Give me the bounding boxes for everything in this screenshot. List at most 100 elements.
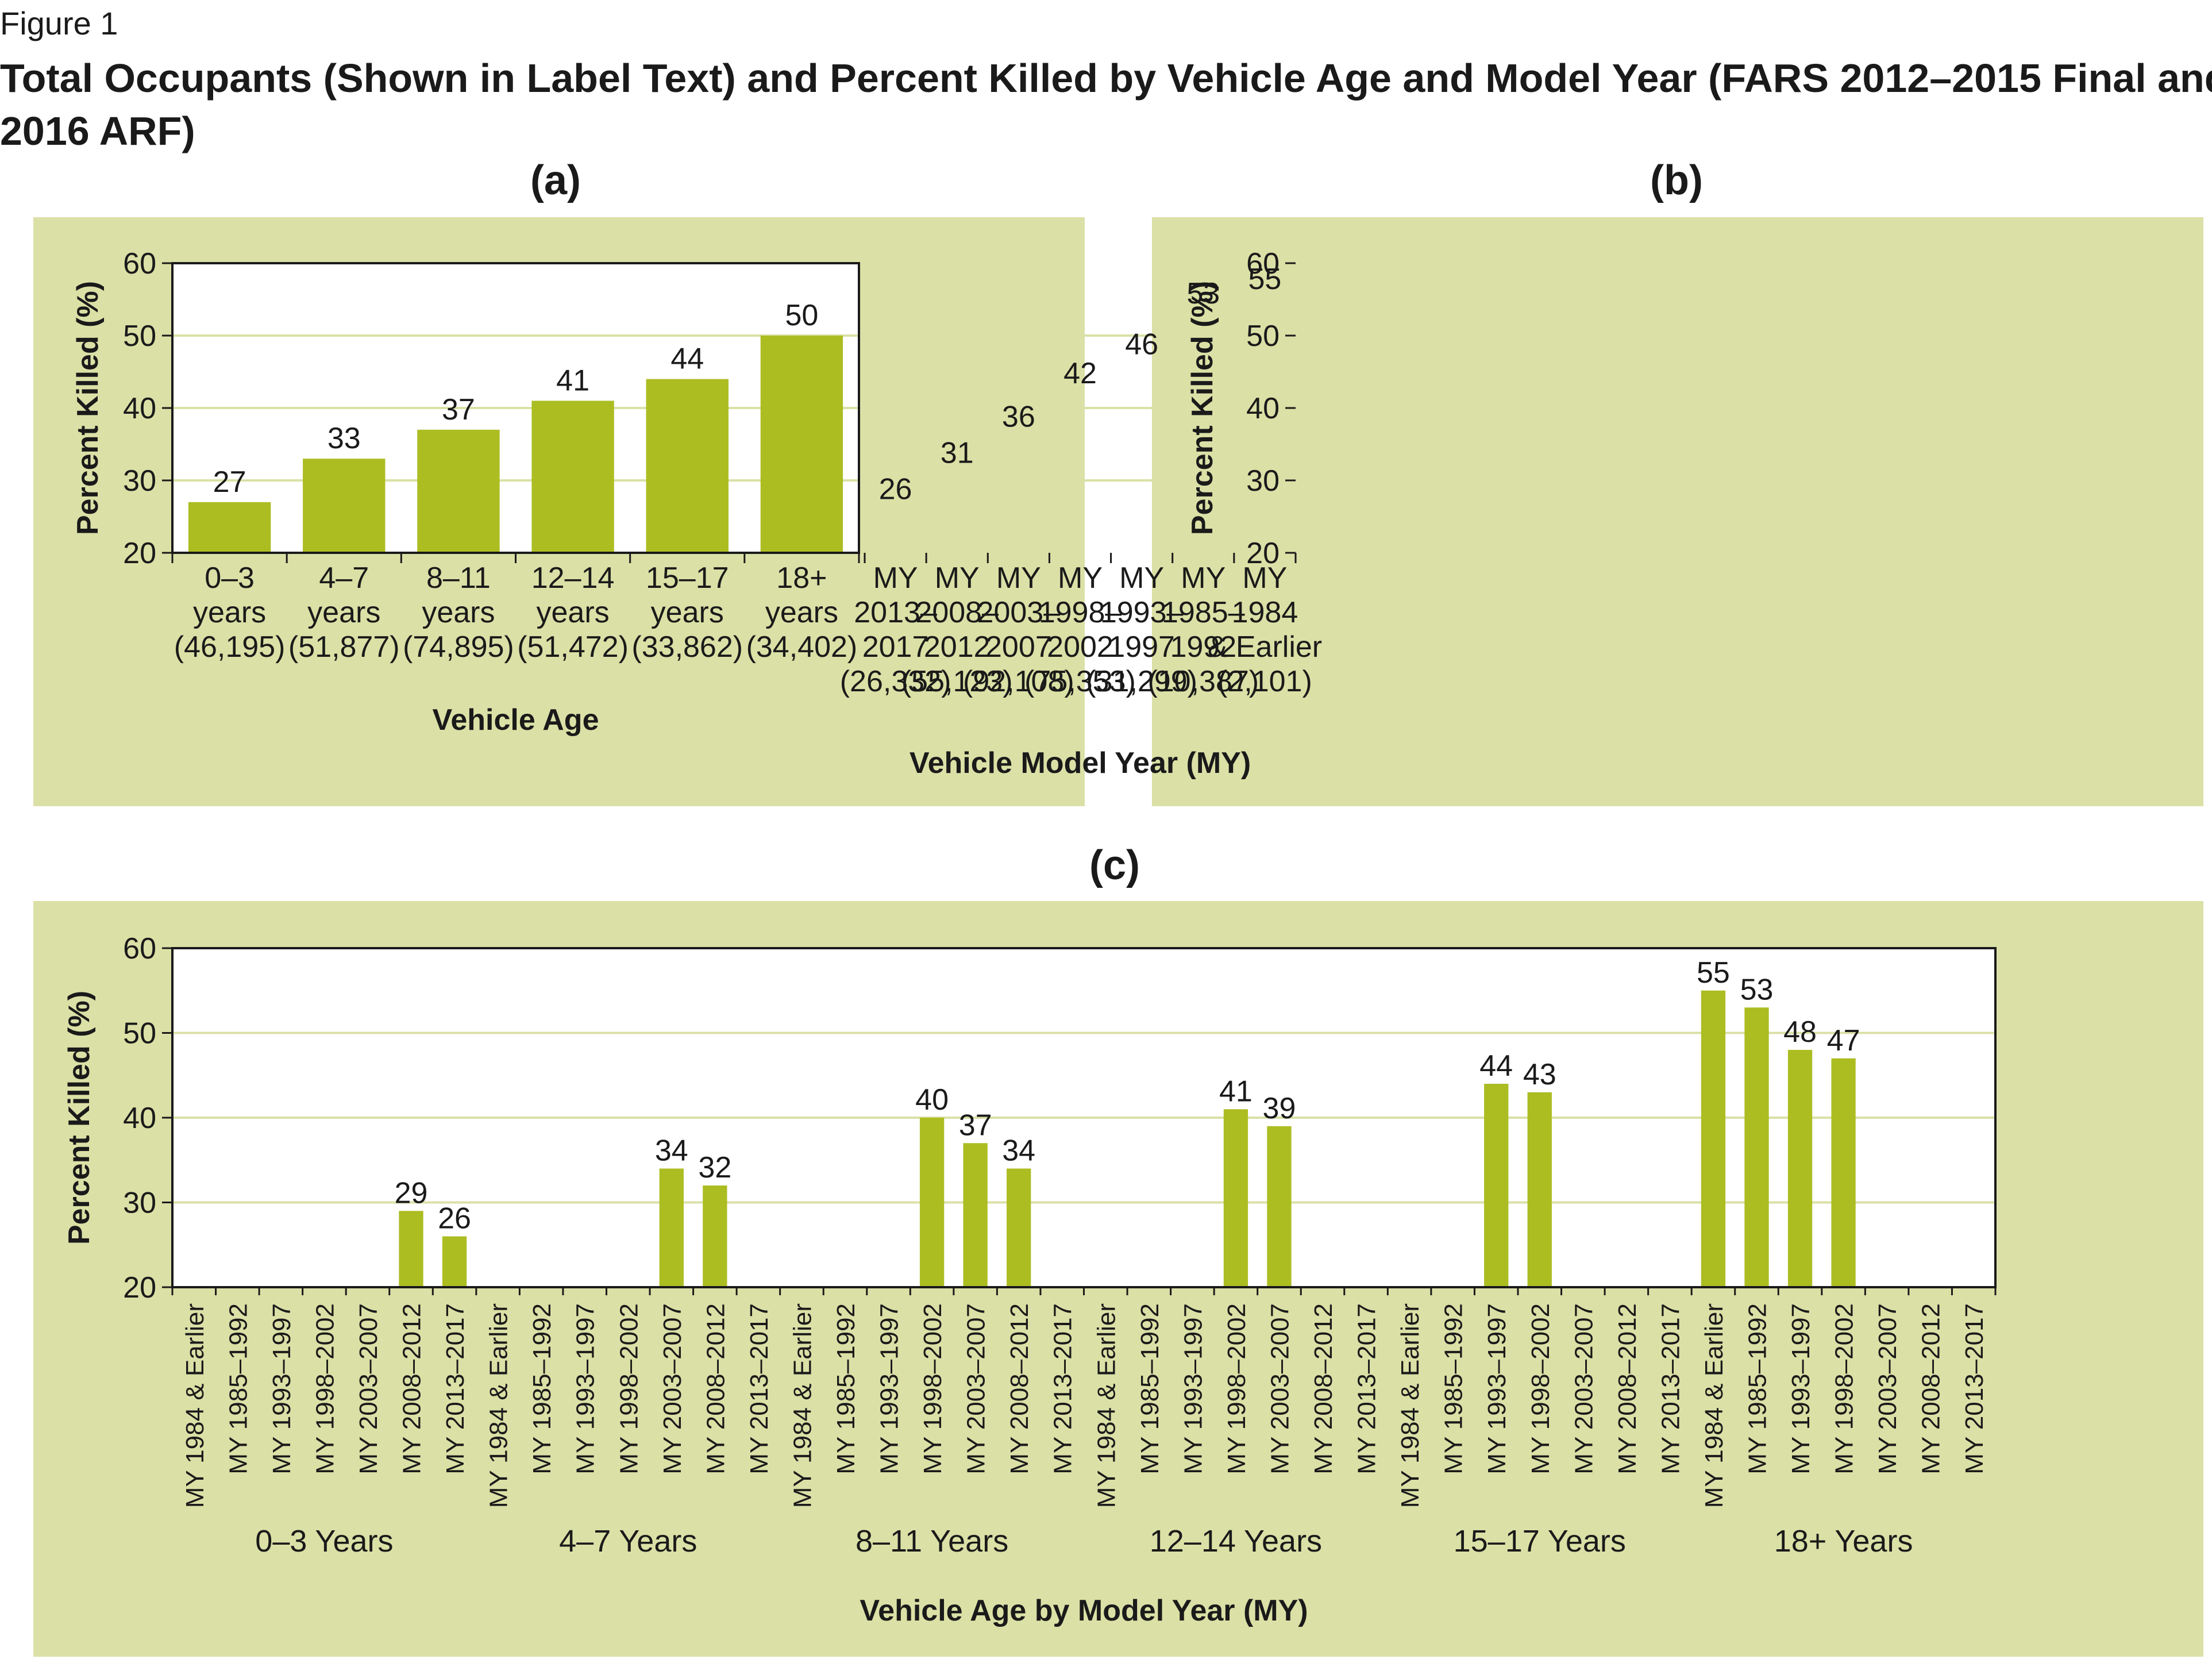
x-subcategory-label: MY 1984 & Earlier [788,1303,816,1508]
data-label: 44 [1479,1049,1513,1083]
x-category-label: 2002 [1047,630,1113,664]
x-subcategory-label: MY 1998–2002 [919,1303,947,1475]
bar [1007,1168,1031,1287]
x-subcategory-label: MY 2008–2012 [1309,1303,1338,1475]
y-tick-label: 50 [1246,320,1280,353]
x-category-label: 1998– [1039,596,1122,629]
y-tick-label: 50 [123,1017,156,1050]
x-subcategory-label: MY 2008–2012 [398,1303,426,1475]
x-subcategory-label: MY 1998–2002 [1831,1303,1859,1475]
x-subcategory-label: MY 1993–1997 [876,1303,904,1475]
panel-label: (a) [530,157,581,203]
bar [1831,1058,1856,1287]
y-axis-title: Percent Killed (%) [1186,281,1219,535]
x-category-label: & Earlier [1208,630,1322,664]
y-axis-title: Percent Killed (%) [63,991,96,1245]
bar [963,1143,988,1287]
x-category-label: MY [1058,561,1103,595]
x-category-label: MY [1242,561,1287,595]
data-label: 31 [941,436,974,469]
x-subcategory-label: MY 1998–2002 [1223,1303,1251,1475]
x-subcategory-label: MY 2008–2012 [1005,1303,1034,1475]
data-label: 39 [1263,1092,1296,1125]
data-label: 27 [213,465,246,499]
x-category-label: 1992 [1170,630,1236,664]
bar [1744,1007,1769,1287]
x-subcategory-label: MY 1985–1992 [1440,1303,1468,1475]
panel-label: (c) [1089,842,1140,888]
x-axis-title: Vehicle Age by Model Year (MY) [860,1594,1308,1627]
x-subcategory-label: MY 1984 & Earlier [181,1303,209,1508]
y-tick-label: 60 [1246,247,1280,280]
y-tick-label: 40 [1246,392,1280,425]
panel-background [1152,217,2203,806]
panel-label: (b) [1650,157,1703,203]
x-subcategory-label: MY 1984 & Earlier [1092,1303,1120,1508]
data-label: 41 [1219,1075,1253,1108]
data-label: 26 [438,1202,471,1235]
y-tick-label: 50 [123,320,156,353]
bar [442,1236,467,1287]
y-axis-title: Percent Killed (%) [71,281,105,535]
x-subcategory-label: MY 1993–1997 [572,1303,600,1475]
bar [703,1185,727,1287]
x-category-label: 2003– [977,596,1061,629]
x-category-label: years [537,596,610,629]
data-label: 26 [879,472,912,506]
bar [1267,1126,1292,1287]
x-subcategory-label: MY 1984 & Earlier [485,1303,513,1508]
y-tick-label: 20 [123,1271,156,1304]
data-label: 48 [1783,1015,1817,1049]
x-category-label: years [651,596,724,629]
x-subcategory-label: MY 1985–1992 [832,1303,860,1475]
figure-title-line-2: 2016 ARF) [0,109,195,153]
data-label: 53 [1186,277,1220,310]
x-subcategory-label: MY 2003–2007 [658,1303,687,1475]
x-category-label: years [765,596,838,629]
data-label: 47 [1827,1024,1860,1057]
x-category-label: 2012 [924,630,991,664]
bar [919,1118,945,1287]
plot-frame [171,947,1997,1288]
x-subcategory-label: MY 2013–2017 [745,1303,773,1475]
x-category-label: 0–3 [205,561,255,595]
y-tick-label: 60 [123,932,156,965]
data-label: 55 [1697,956,1730,990]
bar [417,429,500,553]
bar [188,502,271,553]
x-category-label: (74,895) [403,630,514,664]
x-category-label: 12–14 [531,561,615,595]
x-subcategory-label: MY 2013–2017 [1353,1303,1381,1475]
y-tick-label: 30 [1246,464,1280,498]
x-category-label: (55,123) [901,665,1013,698]
x-subcategory-label: MY 2003–2007 [1570,1303,1598,1475]
x-category-label: 1984 [1232,596,1298,629]
x-subcategory-label: MY 2003–2007 [354,1303,383,1475]
x-subcategory-label: MY 2013–2017 [1960,1303,1989,1475]
data-label: 33 [327,422,361,455]
x-subcategory-label: MY 1985–1992 [224,1303,252,1475]
x-subcategory-label: MY 1985–1992 [528,1303,556,1475]
x-subcategory-label: MY 2003–2007 [962,1303,991,1475]
chart-panel-3: (c) 20 30 40 50 60 Percent Killed (%) MY 1984 &… [33,842,2203,1657]
x-subcategory-label: MY 1985–1992 [1743,1303,1771,1475]
x-category-label: (26,332) [840,665,951,698]
x-category-label: MY [935,561,980,595]
x-category-label: MY [1181,561,1226,595]
bar [303,459,386,553]
x-subcategory-label: MY 1993–1997 [1787,1303,1815,1475]
bar [1223,1109,1248,1287]
x-category-label: 4–7 [319,561,369,595]
data-label: 32 [698,1151,731,1184]
x-category-label: MY [873,561,918,595]
bar [659,1168,684,1287]
x-category-label: (34,402) [746,630,858,664]
x-category-label: 2007 [985,630,1052,664]
x-subcategory-label: MY 1985–1992 [1136,1303,1164,1475]
x-category-label: MY [1119,561,1164,595]
x-category-label: (51,472) [517,630,629,664]
figure-label: Figure 1 [0,5,118,41]
data-label: 43 [1523,1058,1556,1091]
x-axis-title: Vehicle Age [433,703,599,737]
